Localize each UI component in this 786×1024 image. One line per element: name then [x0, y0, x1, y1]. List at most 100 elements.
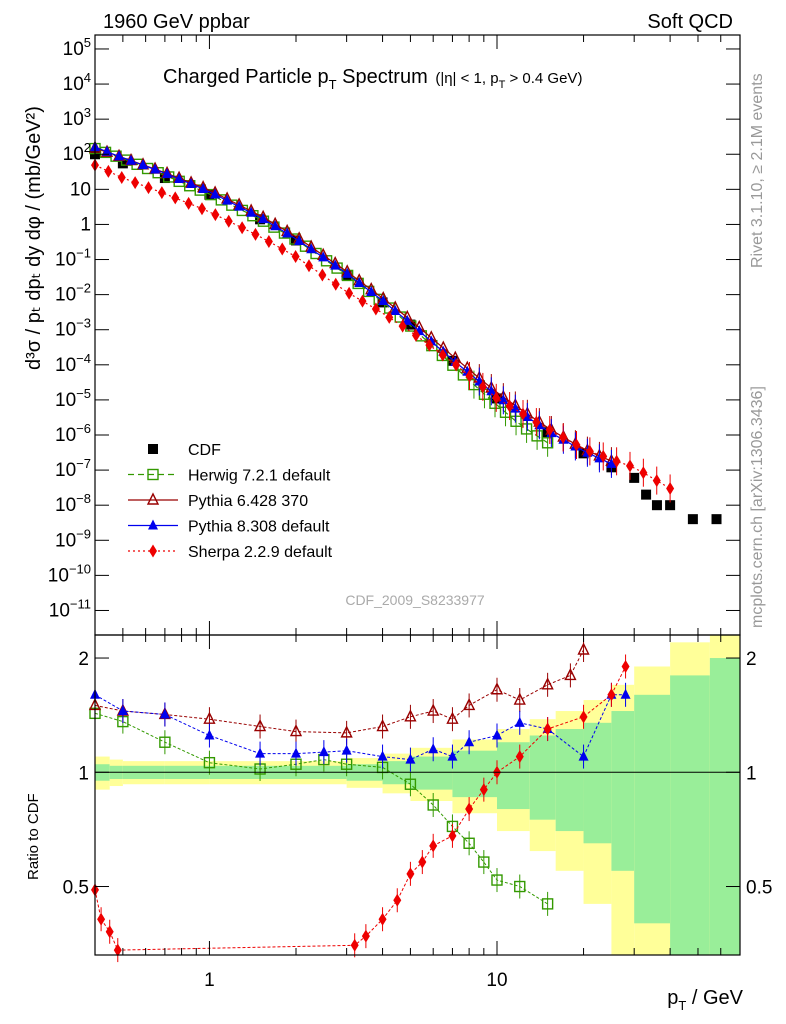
ratio-point-3-10 — [429, 839, 438, 853]
data-point-3-17 — [294, 234, 305, 245]
data-point-3-23 — [366, 285, 377, 296]
data-point-4-30 — [492, 391, 501, 405]
y-tick-label: 10−3 — [55, 316, 91, 341]
axes: 1 1010510410310210110−110−210−310−410−510… — [48, 34, 772, 991]
y-tick-label: 105 — [63, 35, 91, 60]
green-band-15 — [611, 711, 635, 871]
data-point-1-40 — [510, 415, 522, 427]
legend-label-0: CDF — [188, 442, 221, 459]
ratio-tick-label: 1 — [78, 763, 89, 784]
y-tick-label: 10−5 — [55, 386, 91, 411]
data-point-4-18 — [331, 277, 340, 291]
ratio-point-3-16 — [543, 722, 552, 736]
ratio-point-2-10 — [428, 743, 439, 754]
data-point-4-21 — [371, 302, 380, 316]
data-point-0-14 — [629, 472, 640, 483]
series-line-3 — [94, 146, 612, 465]
ratio-point-0-15 — [514, 880, 526, 893]
legend: CDF Herwig 7.2.1 default Pythia 6.428 370 P… — [128, 442, 333, 561]
y-tick-label: 10−11 — [49, 596, 91, 621]
series-line-4 — [94, 164, 671, 489]
ratio-point-3-9 — [418, 855, 427, 869]
ratio-point-1-3 — [203, 711, 216, 724]
ratio-point-2-13 — [491, 729, 502, 740]
data-point-4-38 — [599, 449, 608, 463]
ratio-point-2-4 — [255, 747, 266, 758]
data-point-4-2 — [117, 171, 126, 185]
data-point-0-3 — [204, 189, 215, 200]
data-point-4-35 — [559, 431, 568, 445]
data-point-0-1 — [117, 158, 128, 169]
data-point-3-8 — [186, 178, 197, 189]
data-point-4-22 — [385, 310, 394, 324]
data-point-3-5 — [150, 163, 161, 174]
data-point-4-13 — [264, 235, 273, 249]
ratio-point-0-12 — [463, 837, 475, 849]
ratio-series-3 — [91, 654, 630, 963]
ratio-point-2-18 — [620, 688, 631, 699]
data-point-0-18 — [687, 514, 698, 525]
y-axis-label: d³σ / pₜ dpₜ dy dφ / (mb/GeV²) — [23, 106, 45, 370]
ratio-point-1-11 — [462, 697, 476, 711]
ratio-point-1-14 — [541, 677, 554, 690]
ratio-tick-label-right: 2 — [746, 649, 757, 670]
data-point-3-18 — [306, 243, 317, 254]
y-tick-label: 10−8 — [55, 491, 91, 516]
green-band-18 — [709, 658, 740, 955]
plot-title: Charged Particle pT Spectrum (|η| < 1, p… — [163, 66, 582, 92]
data-point-4-8 — [197, 202, 206, 216]
data-point-4-43 — [666, 481, 675, 495]
data-point-4-36 — [572, 438, 581, 452]
mcplots-label: mcplots.cern.ch [arXiv:1306.3436] — [749, 386, 766, 628]
data-point-3-14 — [258, 213, 269, 224]
data-point-4-11 — [238, 221, 247, 235]
ratio-point-1-12 — [490, 682, 504, 695]
data-point-3-16 — [282, 227, 293, 238]
green-band-12 — [529, 735, 556, 820]
data-point-3-4 — [138, 159, 149, 170]
y-tick-label: 10−6 — [55, 421, 91, 446]
data-point-3-10 — [210, 188, 221, 199]
ratio-point-1-4 — [253, 718, 267, 732]
legend-label-3: Pythia 8.308 default — [188, 519, 330, 536]
y-tick-label: 102 — [63, 140, 91, 165]
ratio-point-3-4 — [350, 938, 359, 952]
ratio-point-0-9 — [404, 778, 417, 790]
ratio-point-3-8 — [406, 867, 415, 881]
data-point-4-26 — [438, 348, 447, 362]
y-tick-label: 10−2 — [55, 281, 91, 306]
ratio-point-2-2 — [159, 708, 170, 719]
legend-label-2: Pythia 6.428 370 — [188, 493, 308, 510]
data-series — [88, 140, 722, 525]
ratio-point-2-14 — [514, 716, 525, 727]
ratio-point-3-6 — [378, 912, 387, 926]
ratio-point-0-14 — [491, 874, 503, 886]
x-tick-label: 10 — [486, 970, 507, 991]
green-band-14 — [583, 722, 612, 844]
ratio-point-1-10 — [446, 711, 459, 724]
data-point-4-14 — [278, 242, 287, 256]
data-point-4-3 — [131, 176, 140, 190]
ratio-point-1-6 — [340, 725, 353, 738]
data-point-4-27 — [452, 358, 461, 372]
data-point-4-17 — [318, 268, 327, 282]
analysis-watermark: CDF_2009_S8233977 — [345, 592, 485, 608]
header-left: 1960 GeV ppbar — [103, 11, 250, 33]
data-point-0-19 — [711, 514, 722, 525]
data-point-3-3 — [126, 154, 137, 165]
ratio-series-1 — [88, 637, 590, 745]
legend-marker-3 — [148, 519, 158, 530]
ratio-line-3 — [94, 666, 627, 951]
series-0 — [90, 149, 722, 525]
data-point-4-23 — [398, 319, 407, 333]
ratio-point-3-1 — [97, 912, 106, 926]
ratio-point-2-3 — [204, 729, 215, 740]
data-point-0-15 — [641, 489, 652, 500]
y-tick-label: 10−10 — [48, 561, 91, 586]
data-point-1-39 — [499, 406, 512, 418]
ratio-point-0-10 — [427, 799, 439, 811]
data-point-3-9 — [198, 183, 209, 194]
ratio-point-0-3 — [203, 756, 216, 769]
header-right: Soft QCD — [647, 11, 733, 33]
